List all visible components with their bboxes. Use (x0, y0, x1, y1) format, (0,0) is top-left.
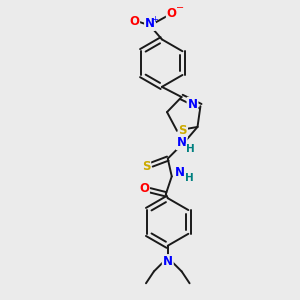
Text: H: H (185, 173, 194, 183)
Text: O: O (139, 182, 149, 195)
Text: N: N (177, 136, 187, 149)
Text: O: O (167, 7, 177, 20)
Text: N: N (145, 17, 155, 30)
Text: S: S (142, 160, 150, 173)
Text: N: N (175, 166, 185, 179)
Text: N: N (188, 98, 197, 111)
Text: S: S (178, 124, 187, 137)
Text: H: H (186, 144, 195, 154)
Text: O: O (129, 15, 139, 28)
Text: +: + (152, 15, 158, 24)
Text: −: − (176, 3, 184, 13)
Text: N: N (163, 255, 173, 268)
